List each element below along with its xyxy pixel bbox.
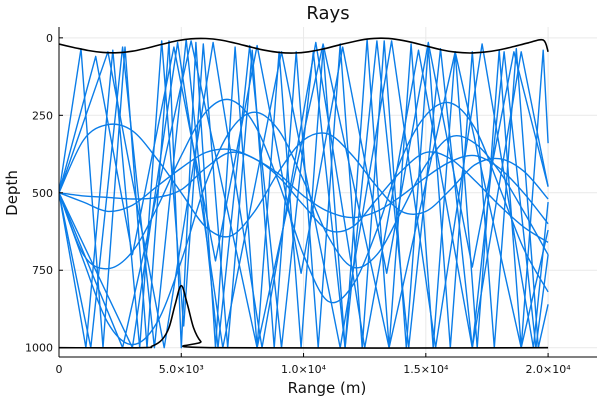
x-axis-label: Range (m) — [288, 379, 367, 397]
x-tick-label-3: 1.5×10⁴ — [403, 363, 449, 376]
y-axis-label: Depth — [3, 170, 21, 216]
y-tick-label-4: 1000 — [25, 342, 53, 355]
steep-ray-2 — [59, 41, 549, 349]
bottom-boundary — [59, 284, 549, 349]
x-tick-label-0: 0 — [56, 363, 63, 376]
y-tick-label-2: 500 — [32, 187, 53, 200]
chart-title: Rays — [306, 3, 349, 24]
x-tick-label-2: 1.0×10⁴ — [281, 363, 327, 376]
smooth-ray-1 — [59, 98, 549, 304]
tick-layer: 0 5.0×10³ 1.0×10⁴ 1.5×10⁴ 2.0×10⁴ 0 250 500 750 1… — [25, 32, 571, 376]
smooth-ray-4 — [59, 111, 549, 346]
steep-ray-4 — [59, 41, 549, 274]
smooth-ray-2 — [59, 151, 549, 243]
y-tick-label-3: 750 — [32, 264, 53, 277]
x-tick-label-4: 2.0×10⁴ — [526, 363, 572, 376]
smooth-ray-3 — [59, 148, 549, 225]
y-tick-label-0: 0 — [46, 32, 53, 45]
axis-layer — [58, 27, 597, 358]
y-tick-label-1: 250 — [32, 109, 53, 122]
x-tick-label-1: 5.0×10³ — [159, 363, 204, 376]
surface-boundary — [59, 37, 549, 54]
series-layer — [59, 37, 549, 349]
steep-ray-3 — [59, 40, 549, 349]
smooth-ray-0 — [59, 123, 549, 238]
